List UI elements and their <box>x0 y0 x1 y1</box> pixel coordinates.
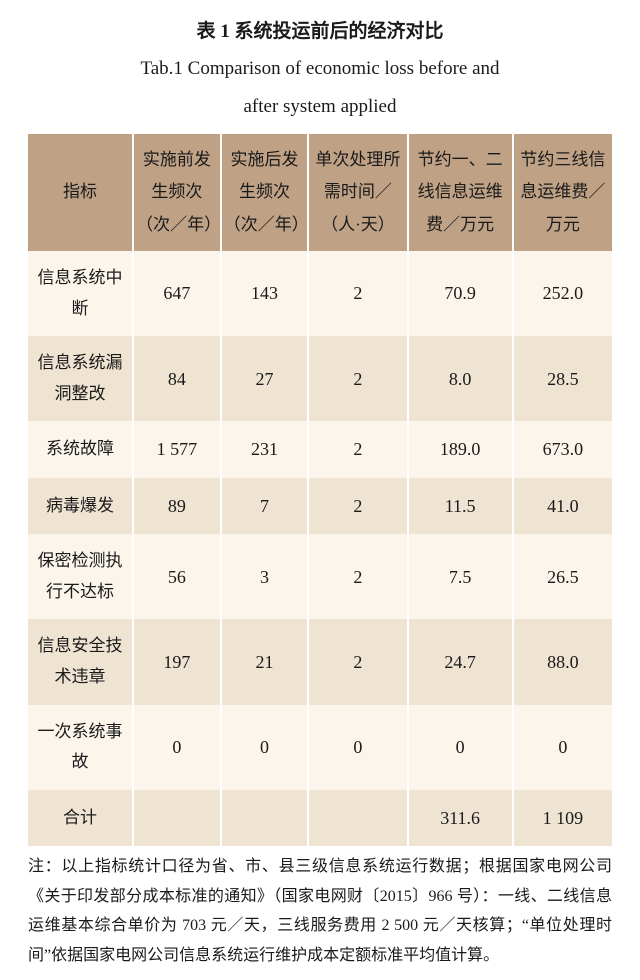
caption-en-line1: Tab.1 Comparison of economic loss before… <box>28 50 612 88</box>
row-value <box>133 790 221 846</box>
row-label: 信息系统中断 <box>28 251 133 336</box>
table-row: 信息安全技术违章19721224.788.0 <box>28 619 612 704</box>
table-row: 合计 311.61 109 <box>28 790 612 846</box>
row-label: 病毒爆发 <box>28 478 133 534</box>
row-value: 26.5 <box>513 534 612 619</box>
row-value: 8.0 <box>408 336 513 421</box>
row-label: 一次系统事故 <box>28 705 133 790</box>
row-label: 合计 <box>28 790 133 846</box>
row-value: 89 <box>133 478 221 534</box>
row-label: 信息系统漏洞整改 <box>28 336 133 421</box>
row-value: 311.6 <box>408 790 513 846</box>
row-value: 88.0 <box>513 619 612 704</box>
row-value: 11.5 <box>408 478 513 534</box>
table-footnote: 注：以上指标统计口径为省、市、县三级信息系统运行数据；根据国家电网公司《关于印发… <box>28 852 612 970</box>
row-value: 70.9 <box>408 251 513 336</box>
row-value: 2 <box>308 251 407 336</box>
row-value: 0 <box>408 705 513 790</box>
row-value: 27 <box>221 336 309 421</box>
table-row: 保密检测执行不达标56327.526.5 <box>28 534 612 619</box>
table-row: 信息系统漏洞整改842728.028.5 <box>28 336 612 421</box>
row-label: 信息安全技术违章 <box>28 619 133 704</box>
column-header: 节约一、二线信息运维费／万元 <box>408 134 513 251</box>
row-value: 2 <box>308 421 407 477</box>
row-value: 647 <box>133 251 221 336</box>
row-value <box>308 790 407 846</box>
row-value: 1 109 <box>513 790 612 846</box>
row-value: 252.0 <box>513 251 612 336</box>
row-value: 2 <box>308 478 407 534</box>
table-caption: 表 1 系统投运前后的经济对比 Tab.1 Comparison of econ… <box>28 14 612 126</box>
caption-en-line2: after system applied <box>28 88 612 126</box>
row-value: 28.5 <box>513 336 612 421</box>
row-value: 673.0 <box>513 421 612 477</box>
row-value: 143 <box>221 251 309 336</box>
row-value: 0 <box>133 705 221 790</box>
column-header: 实施后发生频次（次／年） <box>221 134 309 251</box>
row-value: 231 <box>221 421 309 477</box>
column-header: 单次处理所需时间／（人·天） <box>308 134 407 251</box>
row-value: 3 <box>221 534 309 619</box>
column-header: 节约三线信息运维费／万元 <box>513 134 612 251</box>
row-value: 21 <box>221 619 309 704</box>
table-row: 一次系统事故00000 <box>28 705 612 790</box>
row-value: 7 <box>221 478 309 534</box>
table-row: 信息系统中断647143270.9252.0 <box>28 251 612 336</box>
row-value: 2 <box>308 534 407 619</box>
row-value: 0 <box>221 705 309 790</box>
caption-cn: 表 1 系统投运前后的经济对比 <box>28 14 612 50</box>
row-value: 2 <box>308 336 407 421</box>
row-label: 系统故障 <box>28 421 133 477</box>
row-value: 1 577 <box>133 421 221 477</box>
row-value: 56 <box>133 534 221 619</box>
row-value: 189.0 <box>408 421 513 477</box>
row-value: 24.7 <box>408 619 513 704</box>
column-header: 实施前发生频次（次／年） <box>133 134 221 251</box>
column-header: 指标 <box>28 134 133 251</box>
table-row: 系统故障1 5772312189.0673.0 <box>28 421 612 477</box>
row-value: 0 <box>513 705 612 790</box>
row-value: 7.5 <box>408 534 513 619</box>
economic-comparison-table: 指标实施前发生频次（次／年）实施后发生频次（次／年）单次处理所需时间／（人·天）… <box>28 134 612 846</box>
row-value: 197 <box>133 619 221 704</box>
row-value: 41.0 <box>513 478 612 534</box>
row-value <box>221 790 309 846</box>
row-value: 84 <box>133 336 221 421</box>
table-row: 病毒爆发897211.541.0 <box>28 478 612 534</box>
row-value: 2 <box>308 619 407 704</box>
row-label: 保密检测执行不达标 <box>28 534 133 619</box>
row-value: 0 <box>308 705 407 790</box>
